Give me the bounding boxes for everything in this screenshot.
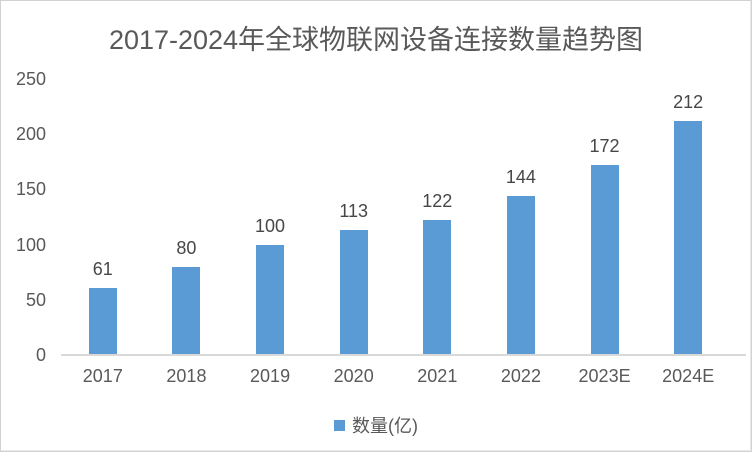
plot-area: 61 80 100 113 122 144 172 212: [61, 79, 730, 355]
bar-group-2017: 61: [61, 79, 145, 355]
y-axis-tick-label: 250: [15, 69, 46, 89]
bar: [256, 244, 285, 355]
legend-label: 数量(亿): [352, 416, 418, 436]
bar-value-label: 61: [92, 258, 113, 279]
bar-group-2024E: 212: [646, 79, 730, 355]
bar-value-label: 212: [673, 91, 704, 112]
y-axis-tick-label: 0: [35, 345, 46, 365]
y-axis-tick-label: 200: [15, 124, 46, 145]
bar-group-2023E: 172: [563, 79, 647, 355]
x-axis: 2017 2018 2019 2020 2021 2022 2023E 2024E: [61, 366, 730, 387]
legend-marker-icon: [334, 419, 345, 431]
x-axis-label: 2019: [250, 366, 291, 386]
x-axis-label: 2022: [500, 366, 541, 386]
bar-value-label: 113: [339, 201, 369, 222]
bar: [674, 120, 703, 355]
bar-value-label: 100: [255, 215, 286, 236]
bar-value-label: 122: [422, 191, 453, 212]
chart-title: 2017-2024年全球物联网设备连接数量趋势图: [108, 25, 644, 55]
x-axis-label: 2021: [417, 366, 458, 386]
bar: [423, 220, 452, 355]
y-axis-tick-label: 150: [15, 179, 46, 200]
bar-value-label: 144: [505, 167, 536, 188]
legend: 数量(亿): [1, 412, 751, 438]
x-axis-label: 2020: [333, 366, 374, 386]
y-axis-tick-label: 50: [25, 289, 46, 310]
x-axis-line: [61, 354, 746, 356]
x-axis-label: 2018: [166, 366, 207, 386]
bar-group-2020: 113: [312, 79, 396, 355]
bar: [88, 287, 117, 355]
bar-group-2021: 122: [396, 79, 480, 355]
bar-group-2018: 80: [145, 79, 229, 355]
bar: [506, 196, 535, 355]
x-axis-label: 2024E: [662, 366, 715, 386]
bar: [590, 165, 619, 355]
y-axis: 0 50 100 150 200 250: [1, 70, 46, 364]
bar-value-label: 80: [176, 237, 197, 258]
bar: [172, 266, 201, 355]
x-axis-label: 2023E: [578, 366, 631, 386]
bar-value-label: 172: [589, 136, 620, 157]
bar-group-2022: 144: [479, 79, 563, 355]
bar: [339, 230, 368, 355]
x-axis-label: 2017: [82, 366, 123, 386]
bar-group-2019: 100: [228, 79, 312, 355]
y-axis-tick-label: 100: [15, 234, 46, 255]
